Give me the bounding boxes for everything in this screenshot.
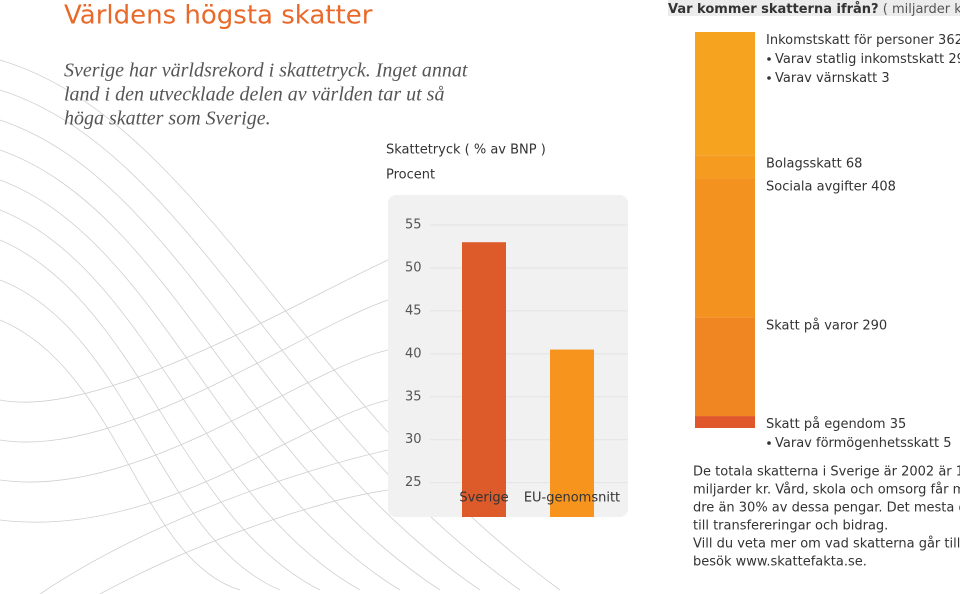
note-line: besök www.skattefakta.se. — [693, 555, 867, 570]
y-tick-label: 55 — [405, 218, 422, 233]
bullet — [767, 441, 771, 445]
bullet — [767, 57, 771, 61]
header-band — [668, 0, 960, 16]
title: Var kommer skatterna ifrån? — [668, 2, 879, 17]
intro-line: höga skatter som Sverige. — [64, 108, 271, 130]
note-line: miljarder kr. Vård, skola och omsorg får… — [693, 483, 960, 498]
column-chart-title: Var kommer skatterna ifrån? ( miljarder … — [668, 2, 960, 17]
segment-label: Sociala avgifter 408 — [766, 179, 896, 194]
name: Inkomstskatt för personer — [766, 33, 935, 48]
y-tick-label: 30 — [405, 432, 422, 447]
value: 362 — [938, 33, 960, 48]
y-tick-label: 35 — [405, 389, 422, 404]
x-tick-label: Sverige — [459, 491, 508, 506]
page-title: Världens högsta skatter — [64, 1, 373, 31]
bar-chart-title: Skattetryck ( % av BNP ) — [386, 143, 546, 158]
note-line: dre än 30% av dessa pengar. Det mesta gå… — [693, 501, 960, 516]
intro-line: land i den utvecklade delen av världen t… — [64, 84, 444, 106]
name: Varav förmögenhetsskatt — [775, 436, 939, 451]
y-tick-label: 40 — [405, 346, 422, 361]
note-line: De totala skatterna i Sverige är 2002 är… — [693, 465, 960, 480]
value: 35 — [890, 417, 907, 432]
value: 408 — [871, 179, 896, 194]
name: Sociala avgifter — [766, 179, 868, 194]
bullet — [767, 76, 771, 80]
segment — [695, 155, 755, 179]
segment — [695, 317, 755, 417]
note-line: Vill du veta mer om vad skatterna går ti… — [693, 537, 960, 552]
segment-label: Skatt på egendom 35 — [766, 417, 906, 432]
x-tick-label: EU-genomsnitt — [524, 491, 620, 506]
name: Skatt på varor — [766, 318, 859, 333]
y-tick-label: 50 — [405, 260, 422, 275]
note-line: till transfereringar och bidrag. — [693, 519, 888, 534]
name: Varav statlig inkomstskatt — [775, 52, 944, 67]
detail-label: Varav statlig inkomstskatt 29 — [775, 52, 960, 67]
segment — [695, 178, 755, 318]
detail-label: Varav förmögenhetsskatt 5 — [775, 436, 952, 451]
y-tick-label: 25 — [405, 475, 422, 490]
name: Varav värnskatt — [775, 71, 877, 86]
segment — [695, 416, 755, 428]
y-tick-label: 45 — [405, 303, 422, 318]
value: 29 — [948, 52, 960, 67]
value: 5 — [943, 436, 951, 451]
name: Bolagsskatt — [766, 156, 842, 171]
y-axis-label: Procent — [386, 168, 435, 183]
intro: Sverige har världsrekord i skattetryck. … — [64, 60, 468, 130]
value: 290 — [862, 318, 887, 333]
bar — [550, 349, 594, 517]
segment-label: Skatt på varor 290 — [766, 318, 887, 333]
background-curves — [0, 59, 561, 594]
subtitle: ( miljarder kr ) — [883, 2, 960, 17]
value: 68 — [846, 156, 863, 171]
detail-label: Varav värnskatt 3 — [775, 71, 890, 86]
notes: De totala skatterna i Sverige är 2002 är… — [693, 465, 960, 570]
value: 3 — [881, 71, 889, 86]
segment-label: Inkomstskatt för personer 362 — [766, 33, 960, 48]
name: Skatt på egendom — [766, 417, 886, 432]
segment-label: Bolagsskatt 68 — [766, 156, 862, 171]
segment — [695, 32, 755, 156]
intro-line: Sverige har världsrekord i skattetryck. … — [64, 60, 468, 82]
bar — [462, 242, 506, 517]
